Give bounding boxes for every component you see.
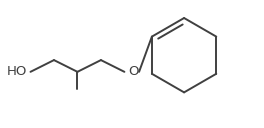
Text: O: O [128, 65, 138, 78]
Text: HO: HO [7, 65, 27, 78]
